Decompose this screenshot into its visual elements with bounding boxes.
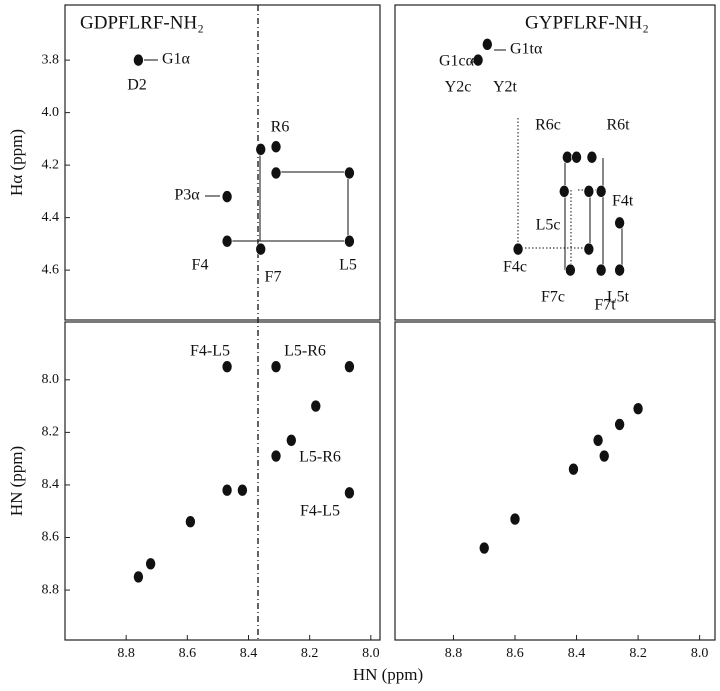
panel-frame: [64, 321, 381, 641]
peak-label: L5-R6: [299, 449, 341, 466]
peak: [286, 433, 297, 447]
peak-label: F4t: [612, 193, 634, 210]
peak: [512, 242, 524, 256]
x-tick-label: 8.4: [568, 646, 586, 661]
peak: [344, 486, 355, 500]
x-tick-label: 8.8: [117, 646, 135, 661]
peak: [632, 402, 644, 416]
x-tick-label: 8.4: [240, 646, 258, 661]
peak-label: F4: [192, 257, 209, 274]
peak-label: F4c: [503, 259, 527, 276]
peak: [509, 512, 521, 526]
peak-label: D2: [127, 77, 147, 94]
peak: [270, 360, 282, 373]
peak-label: F7c: [541, 289, 565, 306]
peak: [583, 242, 595, 256]
y-tick-label: 4.0: [42, 105, 60, 120]
peak: [598, 449, 610, 463]
y-tick-label: 4.6: [42, 262, 60, 277]
peak: [478, 541, 490, 555]
peak: [145, 557, 156, 571]
y-tick-label: 8.0: [42, 372, 60, 387]
peak-label: F7t: [594, 297, 616, 314]
peak: [221, 190, 233, 203]
peak-label: R6c: [535, 117, 561, 134]
peak: [583, 185, 595, 198]
peak: [472, 53, 484, 67]
peak-label: L5-R6: [284, 343, 326, 360]
peak-label: F4-L5: [300, 503, 340, 520]
peak: [310, 399, 322, 413]
connection: [260, 171, 349, 242]
y-tick-label: 8.6: [42, 530, 60, 545]
peak-label: P3α: [174, 187, 200, 204]
x-tick-label: 8.6: [179, 646, 197, 661]
peak-label: R6: [271, 119, 290, 136]
peak: [562, 150, 573, 164]
peak-label: L5t: [607, 289, 630, 306]
peak-label: F7: [265, 269, 282, 286]
peak: [270, 166, 282, 180]
y-tick-label: 4.4: [42, 210, 60, 225]
y-axis-label: HN (ppm): [7, 446, 26, 516]
peak-label: Y2c: [445, 79, 472, 96]
peak: [614, 418, 625, 431]
peak: [595, 263, 607, 277]
peak: [185, 515, 196, 529]
y-tick-label: 8.2: [42, 425, 60, 440]
peak-label: G1α: [162, 51, 191, 68]
peak: [270, 449, 282, 463]
peak: [592, 433, 604, 447]
y-axis-label: Hα (ppm): [7, 129, 26, 196]
peak: [344, 360, 355, 373]
peak: [221, 234, 233, 248]
peak: [595, 185, 607, 198]
y-tick-label: 8.8: [42, 582, 60, 597]
panel-frame: [394, 321, 716, 641]
y-tick-label: 3.8: [42, 52, 60, 67]
peak: [270, 140, 282, 154]
peak: [237, 483, 248, 497]
x-tick-label: 8.6: [506, 646, 524, 661]
peak: [568, 462, 579, 476]
peak: [614, 216, 625, 230]
peak: [255, 143, 267, 156]
peak-label: L5c: [536, 217, 561, 234]
x-tick-label: 8.2: [629, 646, 647, 661]
panel-frame: [394, 4, 716, 321]
y-tick-label: 4.2: [42, 157, 60, 172]
peak-label: L5: [339, 257, 357, 274]
peak: [255, 242, 267, 256]
x-tick-label: 8.0: [691, 646, 709, 661]
chart-title: GYPFLRF-NH₂: [525, 12, 649, 33]
x-tick-label: 8.2: [301, 646, 319, 661]
peak-label: F4-L5: [190, 343, 230, 360]
x-tick-label: 8.0: [362, 646, 380, 661]
x-tick-label: 8.8: [445, 646, 463, 661]
peak-label: R6t: [606, 117, 630, 134]
peak-label: G1cα: [439, 53, 475, 70]
y-tick-label: 8.4: [42, 477, 60, 492]
x-axis-label: HN (ppm): [353, 665, 423, 684]
peak-label: Y2t: [493, 79, 518, 96]
peak: [482, 38, 493, 51]
peak: [133, 570, 144, 584]
peak: [344, 234, 355, 248]
peak: [133, 53, 144, 67]
peak: [571, 150, 582, 164]
peak-label: G1tα: [510, 41, 543, 58]
peak: [614, 263, 625, 277]
peak: [221, 483, 233, 497]
peak: [586, 150, 598, 164]
peak: [344, 166, 355, 180]
peak: [558, 185, 570, 198]
peak: [221, 360, 233, 373]
peak: [565, 263, 576, 277]
chart-title: GDPFLRF-NH₂: [80, 12, 204, 33]
panel-frame: [64, 4, 381, 321]
